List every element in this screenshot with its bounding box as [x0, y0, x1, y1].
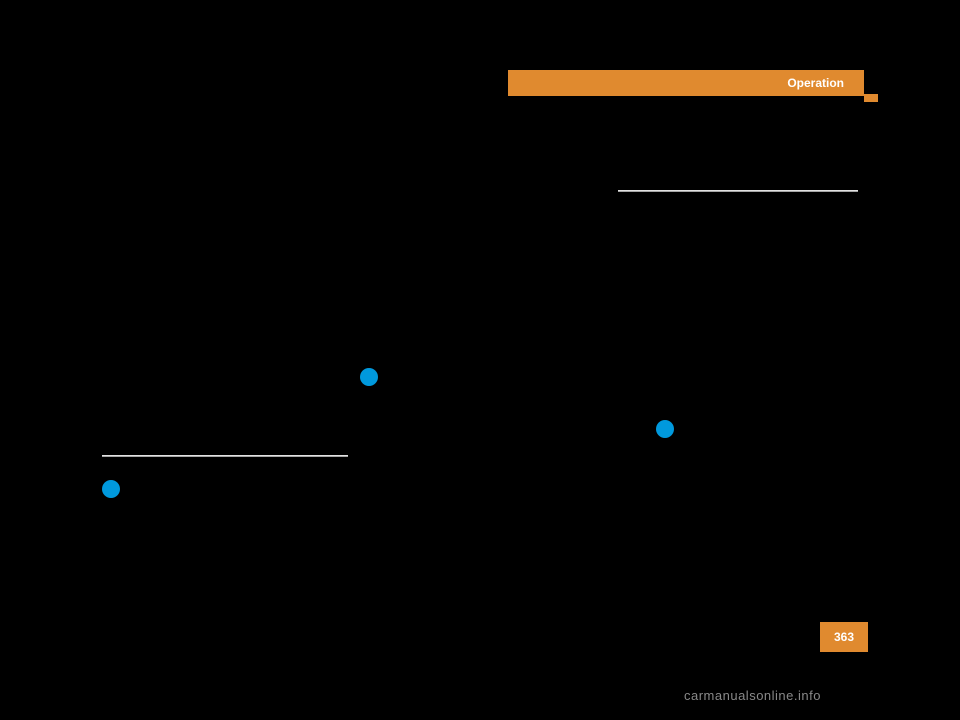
page-number: 363 [834, 630, 854, 644]
header-stub [864, 94, 878, 102]
divider-right [618, 190, 858, 192]
page-number-box: 363 [820, 622, 868, 652]
divider-left [102, 455, 348, 457]
watermark-text: carmanualsonline.info [684, 688, 821, 703]
bullet-3 [656, 420, 674, 438]
header-title: Operation [787, 76, 844, 90]
bullet-1 [102, 480, 120, 498]
header-tab: Operation [508, 70, 864, 96]
watermark: carmanualsonline.info [684, 688, 821, 703]
bullet-2 [360, 368, 378, 386]
